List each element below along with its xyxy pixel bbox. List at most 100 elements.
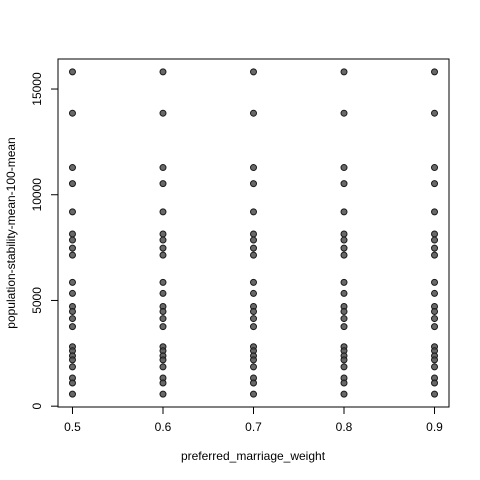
point [68, 109, 76, 117]
point [431, 244, 439, 252]
point [250, 164, 257, 172]
point [159, 315, 167, 323]
point [250, 180, 257, 188]
point [250, 251, 257, 259]
point [159, 109, 167, 117]
point [250, 278, 257, 286]
point [68, 251, 76, 259]
point [340, 278, 348, 286]
point [340, 356, 348, 364]
point [340, 236, 348, 244]
x-tick-label: 0.6 [155, 420, 172, 434]
point [68, 390, 76, 398]
point [340, 308, 348, 316]
point [431, 379, 439, 387]
point [68, 164, 76, 172]
point [159, 379, 167, 387]
point [68, 315, 76, 323]
point [68, 323, 76, 331]
point [159, 308, 167, 316]
point [159, 164, 167, 172]
point [68, 208, 76, 216]
point [250, 308, 257, 316]
point [159, 230, 167, 238]
y-tick-label: 10000 [30, 178, 44, 212]
point [68, 230, 76, 238]
point [431, 323, 439, 331]
point [68, 236, 76, 244]
point [340, 244, 348, 252]
point [431, 308, 439, 316]
point [340, 379, 348, 387]
point [159, 236, 167, 244]
x-axis-label: preferred_marriage_weight [181, 449, 326, 463]
point [431, 208, 439, 216]
point [250, 68, 257, 76]
point [431, 289, 439, 297]
point [68, 278, 76, 286]
point [340, 315, 348, 323]
point [159, 208, 167, 216]
point [431, 315, 439, 323]
point [431, 109, 439, 117]
y-tick-label: 0 [30, 403, 44, 410]
point [340, 164, 348, 172]
point [159, 289, 167, 297]
point [159, 356, 167, 364]
point [340, 208, 348, 216]
point [250, 244, 257, 252]
y-axis-label: population-stability-mean-100-mean [4, 137, 18, 328]
point [159, 390, 167, 398]
point [68, 308, 76, 316]
point [431, 251, 439, 259]
point [159, 180, 167, 188]
point [159, 251, 167, 259]
point [68, 68, 76, 76]
point [68, 244, 76, 252]
point [431, 164, 439, 172]
point [250, 390, 257, 398]
point [431, 236, 439, 244]
point [340, 109, 348, 117]
point [250, 289, 257, 297]
point [250, 315, 257, 323]
point [340, 180, 348, 188]
point [431, 230, 439, 238]
point [431, 390, 439, 398]
point [68, 289, 76, 297]
point [431, 68, 439, 76]
point [68, 379, 76, 387]
point [340, 289, 348, 297]
point [431, 180, 439, 188]
point [340, 363, 348, 371]
point [250, 356, 257, 364]
x-tick-label: 0.7 [245, 420, 262, 434]
point [68, 363, 76, 371]
point [250, 208, 257, 216]
point [340, 230, 348, 238]
point [250, 236, 257, 244]
point [159, 278, 167, 286]
y-tick-label: 5000 [30, 287, 44, 314]
point [159, 323, 167, 331]
point [431, 363, 439, 371]
point [431, 278, 439, 286]
x-tick-label: 0.8 [336, 420, 353, 434]
x-tick-label: 0.5 [64, 420, 81, 434]
point [68, 180, 76, 188]
point [340, 68, 348, 76]
point [250, 230, 257, 238]
point [340, 390, 348, 398]
x-tick-label: 0.9 [426, 420, 443, 434]
point [340, 323, 348, 331]
point [250, 109, 257, 117]
point [250, 323, 257, 331]
y-tick-label: 15000 [30, 72, 44, 106]
point [159, 363, 167, 371]
point [159, 68, 167, 76]
point [250, 363, 257, 371]
point [340, 251, 348, 259]
point [250, 379, 257, 387]
point [68, 356, 76, 364]
